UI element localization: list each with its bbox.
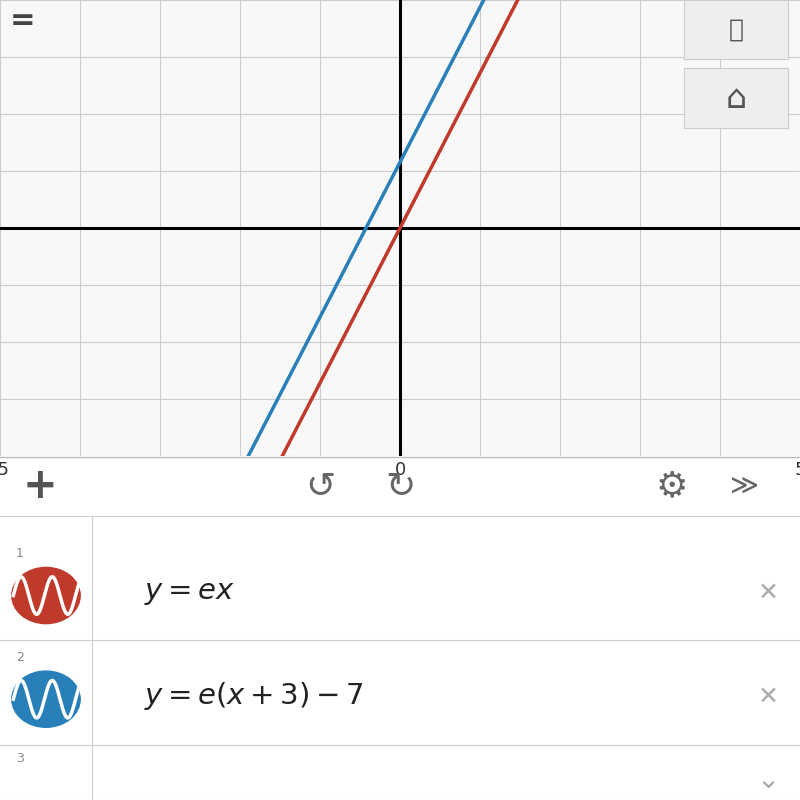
Circle shape	[12, 671, 80, 727]
Text: ⚙: ⚙	[656, 469, 688, 503]
Text: +: +	[22, 465, 58, 507]
Text: ✕: ✕	[758, 581, 778, 605]
Text: 🔧: 🔧	[729, 18, 743, 42]
Text: ↻: ↻	[385, 469, 415, 503]
Text: ≫: ≫	[730, 472, 758, 500]
Text: ⌂: ⌂	[726, 82, 746, 114]
Text: 3: 3	[16, 752, 24, 765]
Text: ⌄: ⌄	[756, 766, 780, 794]
Text: ↺: ↺	[305, 469, 335, 503]
Circle shape	[12, 567, 80, 624]
Text: 1: 1	[16, 547, 24, 560]
Text: =: =	[10, 6, 35, 34]
Text: $y = ex$: $y = ex$	[144, 578, 235, 606]
Text: 2: 2	[16, 651, 24, 664]
Text: $y = e(x+3)-7$: $y = e(x+3)-7$	[144, 680, 364, 712]
Text: ✕: ✕	[758, 684, 778, 708]
